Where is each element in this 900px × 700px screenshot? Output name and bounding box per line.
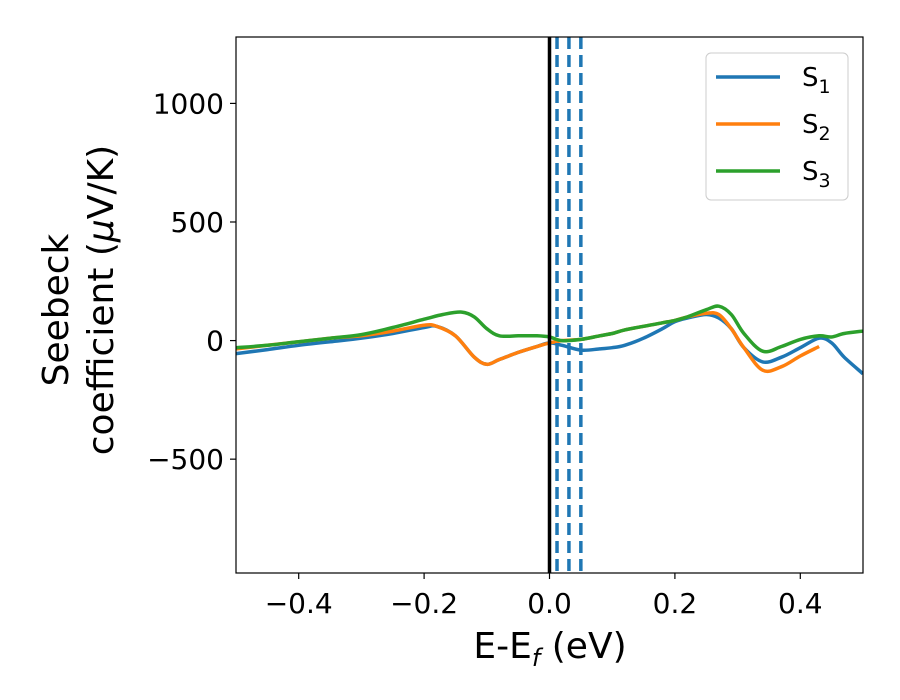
- y-tick-label: −500: [147, 443, 224, 476]
- legend-items: S1 S2 S3: [716, 63, 831, 192]
- series-line-s3: [236, 304, 863, 354]
- x-axis-label-base: E-E: [473, 626, 531, 667]
- legend-label-s3: S3: [802, 157, 831, 192]
- x-tick-label: −0.4: [265, 587, 333, 620]
- vertical-lines: [547, 37, 583, 573]
- y-axis-label-suffix: V/K): [81, 145, 122, 219]
- y-axis-label-line2: coefficient (μV/K): [81, 145, 122, 455]
- x-tick-label: 0.4: [778, 587, 823, 620]
- series-layer: [236, 304, 863, 376]
- x-tick-label: 0.2: [653, 587, 698, 620]
- series-line-s1: [236, 312, 863, 376]
- x-axis-label: E-Ef (eV): [473, 626, 626, 672]
- y-axis-label-mu: μ: [81, 219, 122, 243]
- y-tick-label: 1000: [153, 87, 224, 120]
- y-tick-label: 500: [171, 206, 224, 239]
- x-tick-label: −0.2: [390, 587, 458, 620]
- y-tick-label: 0: [206, 325, 224, 358]
- legend-label-s2: S2: [802, 110, 831, 145]
- y-axis-label-line1: Seebeck: [36, 233, 77, 386]
- y-axis-ticks: −500 0 500 1000: [147, 87, 236, 476]
- x-axis-label-suffix: (eV): [540, 626, 626, 667]
- x-axis-ticks: −0.4 −0.2 0.0 0.2 0.4: [265, 573, 823, 620]
- y-axis-label-prefix: coefficient (: [81, 242, 122, 455]
- x-tick-label: 0.0: [527, 587, 572, 620]
- legend-box: [705, 52, 849, 201]
- legend: S1 S2 S3: [705, 52, 849, 201]
- legend-label-s1: S1: [802, 63, 831, 98]
